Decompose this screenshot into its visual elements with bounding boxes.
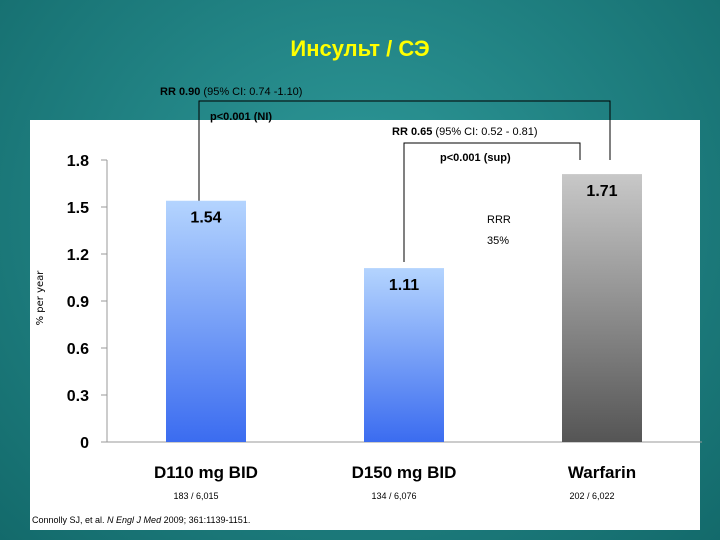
category-label: D110 mg BID: [154, 463, 258, 482]
y-tick-label: 0.9: [67, 294, 89, 311]
y-tick-label: 0.6: [67, 341, 89, 358]
rr-d110-annotation: RR 0.90 (95% CI: 0.74 -1.10): [160, 86, 302, 98]
slide-title: Инсульт / СЭ: [290, 36, 430, 61]
category-label: D150 mg BID: [352, 463, 457, 482]
bar-value-label: 1.11: [389, 277, 419, 294]
category-label: Warfarin: [568, 463, 636, 482]
bar-0: [166, 200, 246, 442]
event-count-label: 183 / 6,015: [173, 491, 218, 501]
bracket-d150-vs-warfarin: [403, 142, 581, 262]
rrr-value: 35%: [487, 235, 509, 247]
event-count-label: 202 / 6,022: [569, 491, 614, 501]
y-tick-label: 0.3: [67, 388, 89, 405]
citation: Connolly SJ, et al. N Engl J Med 2009; 3…: [32, 515, 250, 525]
y-tick-label: 1.5: [67, 200, 89, 217]
y-axis-label: % per year: [35, 270, 46, 326]
bar-value-label: 1.71: [586, 183, 617, 200]
event-count-label: 134 / 6,076: [371, 491, 416, 501]
bar-value-label: 1.54: [190, 210, 221, 227]
rr-d150-annotation: RR 0.65 (95% CI: 0.52 - 0.81): [392, 126, 538, 138]
bracket-d110-vs-warfarin: [198, 100, 611, 205]
y-tick-label: 1.8: [67, 153, 89, 170]
y-tick-label: 0: [80, 435, 89, 452]
p-value-ni: p<0.001 (NI): [210, 111, 272, 123]
y-tick-label: 1.2: [67, 247, 89, 264]
p-value-sup: p<0.001 (sup): [440, 152, 511, 164]
bar-1: [364, 268, 444, 442]
bar-2: [562, 174, 642, 442]
rrr-label: RRR: [487, 214, 511, 226]
